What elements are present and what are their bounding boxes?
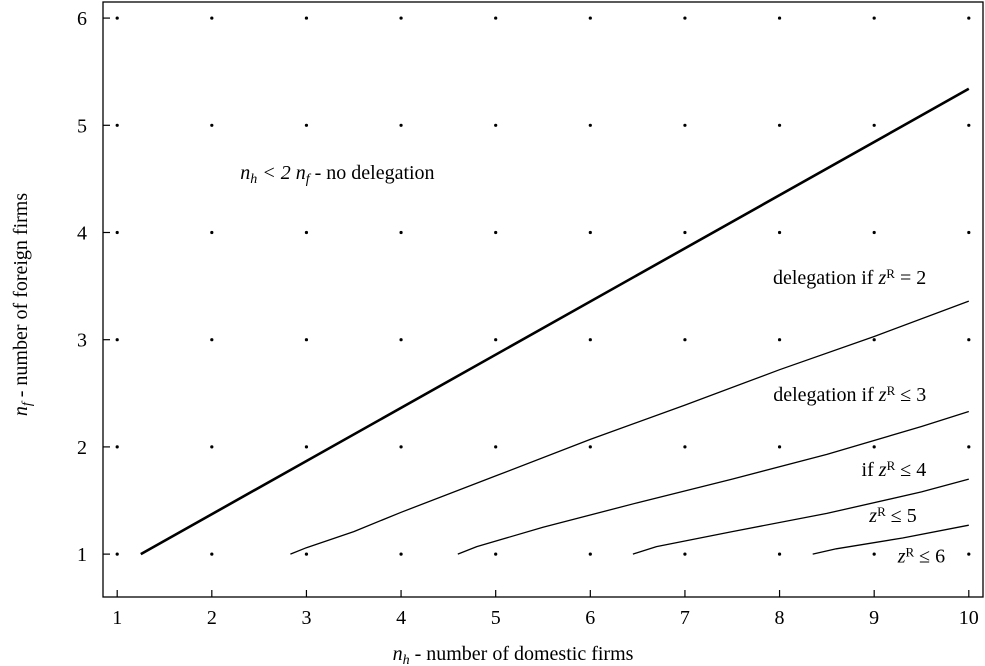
- grid-dot: [115, 552, 119, 556]
- grid-dot: [777, 552, 782, 556]
- grid-dot: [967, 445, 971, 449]
- annotation-z-eq-2: delegation if zR = 2: [773, 266, 926, 289]
- grid-dot: [304, 230, 309, 235]
- grid-dots: [115, 16, 971, 556]
- grid-dot: [777, 338, 782, 342]
- grid-dot: [304, 445, 309, 449]
- x-tick-label: 3: [301, 607, 311, 629]
- annotations: nh < 2 nf - no delegation delegation if z…: [240, 162, 945, 568]
- grid-dot: [115, 123, 119, 127]
- grid-dot: [115, 445, 119, 449]
- grid-dot: [872, 230, 876, 235]
- grid-dot: [683, 552, 687, 556]
- grid-dot: [588, 230, 592, 235]
- y-tick-label: 2: [77, 437, 87, 459]
- grid-dot: [683, 338, 687, 342]
- annotation-z-le-6: zR ≤ 6: [897, 545, 945, 568]
- grid-dot: [872, 552, 876, 556]
- grid-dot: [115, 338, 119, 342]
- grid-dot: [399, 338, 403, 342]
- annotation-z-le-3: delegation if zR ≤ 3: [773, 383, 926, 406]
- y-tick-label: 6: [77, 8, 87, 30]
- grid-dot: [967, 230, 971, 235]
- axis-ticks: 1 2 3 4 5 6 7 8 9 10 1 2 3 4 5 6: [77, 8, 979, 629]
- grid-dot: [210, 123, 214, 127]
- grid-dot: [494, 123, 498, 127]
- grid-dot: [588, 445, 592, 449]
- grid-dot: [683, 123, 687, 127]
- grid-dot: [967, 552, 971, 556]
- x-tick-label: 1: [112, 607, 122, 629]
- grid-dot: [683, 16, 687, 20]
- grid-dot: [777, 230, 782, 235]
- x-axis-label: nh - number of domestic firms: [393, 643, 634, 666]
- x-tick-label: 4: [396, 607, 406, 629]
- grid-dot: [399, 16, 403, 20]
- axis-labels: nh - number of domestic firms nf - number…: [10, 193, 634, 666]
- grid-dot: [399, 552, 403, 556]
- series-line-z2: [290, 300, 970, 555]
- grid-dot: [872, 16, 876, 20]
- annotation-z-le-5: zR ≤ 5: [868, 504, 916, 527]
- x-tick-label: 6: [585, 607, 595, 629]
- x-tick-label: 5: [491, 607, 501, 629]
- y-tick-label: 4: [77, 222, 87, 244]
- x-tick-label: 7: [680, 607, 690, 629]
- x-tick-label: 9: [869, 607, 879, 629]
- y-tick-label: 5: [77, 115, 87, 137]
- grid-dot: [115, 16, 119, 20]
- grid-dot: [210, 16, 214, 20]
- annotation-z-le-4: if zR ≤ 4: [862, 458, 927, 481]
- x-tick-label: 10: [959, 607, 979, 629]
- grid-dot: [872, 123, 876, 127]
- series-line-z3: [457, 410, 969, 555]
- grid-dot: [872, 338, 876, 342]
- grid-dot: [304, 338, 309, 342]
- grid-dot: [304, 552, 309, 556]
- series-line-z5: [812, 524, 969, 555]
- grid-dot: [967, 123, 971, 127]
- grid-dot: [683, 445, 687, 449]
- grid-dot: [588, 552, 592, 556]
- x-tick-label: 2: [207, 607, 217, 629]
- grid-dot: [494, 338, 498, 342]
- grid-dot: [683, 230, 687, 235]
- grid-dot: [115, 230, 119, 235]
- grid-dot: [210, 338, 214, 342]
- y-tick-label: 1: [77, 544, 87, 566]
- series-group: [140, 87, 970, 556]
- grid-dot: [494, 16, 498, 20]
- y-tick-label: 3: [77, 330, 87, 352]
- grid-dot: [777, 445, 782, 449]
- x-tick-label: 8: [775, 607, 785, 629]
- grid-dot: [399, 123, 403, 127]
- grid-dot: [304, 16, 309, 20]
- grid-dot: [588, 16, 592, 20]
- grid-dot: [967, 338, 971, 342]
- grid-dot: [588, 123, 592, 127]
- grid-dot: [399, 230, 403, 235]
- grid-dot: [494, 552, 498, 556]
- grid-dot: [210, 230, 214, 235]
- grid-dot: [399, 445, 403, 449]
- grid-dot: [494, 230, 498, 235]
- grid-dot: [210, 445, 214, 449]
- grid-dot: [588, 338, 592, 342]
- grid-dot: [210, 552, 214, 556]
- grid-dot: [872, 445, 876, 449]
- series-line-boundary: [140, 87, 970, 556]
- grid-dot: [494, 445, 498, 449]
- grid-dot: [304, 123, 309, 127]
- grid-dot: [777, 16, 782, 20]
- grid-dot: [967, 16, 971, 20]
- annotation-no-delegation: nh < 2 nf - no delegation: [240, 162, 434, 187]
- series-line-z4: [632, 478, 969, 555]
- plot-frame: [102, 1, 984, 598]
- y-axis-label: nf - number of foreign firms: [10, 193, 35, 416]
- grid-dot: [777, 123, 782, 127]
